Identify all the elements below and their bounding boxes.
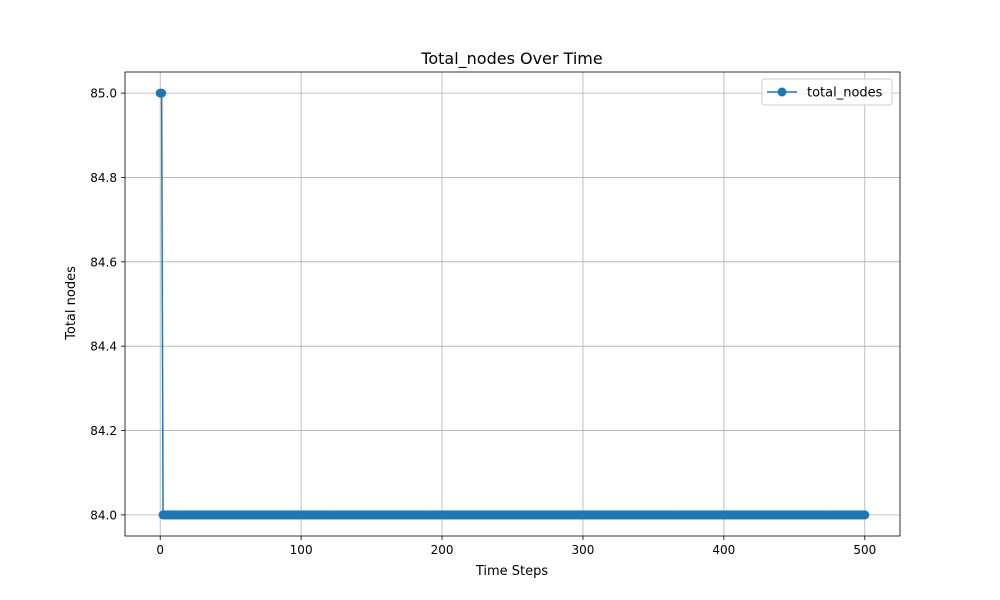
x-axis-label: Time Steps bbox=[475, 564, 549, 579]
y-axis-label: Total nodes bbox=[64, 266, 79, 341]
y-tick-label: 84.6 bbox=[90, 255, 117, 269]
x-axis-ticks: 0 100 200 300 400 500 bbox=[156, 536, 876, 557]
legend-label-total-nodes: total_nodes bbox=[807, 86, 883, 101]
chart-title: Total_nodes Over Time bbox=[420, 49, 602, 69]
legend: total_nodes bbox=[761, 78, 893, 106]
y-tick-label: 84.2 bbox=[90, 424, 117, 438]
x-tick-label: 200 bbox=[431, 543, 454, 557]
data-point bbox=[860, 510, 870, 520]
y-tick-label: 84.8 bbox=[90, 171, 117, 185]
y-tick-label: 84.4 bbox=[90, 340, 117, 354]
data-point bbox=[157, 88, 167, 98]
series-layer bbox=[155, 88, 870, 520]
y-tick-label: 84.0 bbox=[90, 508, 117, 522]
x-tick-label: 500 bbox=[853, 543, 876, 557]
x-tick-label: 0 bbox=[156, 543, 164, 557]
legend-marker-sample bbox=[777, 87, 787, 97]
x-tick-label: 100 bbox=[290, 543, 313, 557]
plot-frame bbox=[124, 71, 901, 537]
x-tick-label: 300 bbox=[572, 543, 595, 557]
y-tick-label: 85.0 bbox=[90, 87, 117, 101]
legend-box bbox=[761, 78, 893, 106]
x-tick-label: 400 bbox=[712, 543, 735, 557]
y-axis-ticks: 84.0 84.2 84.4 84.6 84.8 85.0 bbox=[90, 87, 125, 522]
